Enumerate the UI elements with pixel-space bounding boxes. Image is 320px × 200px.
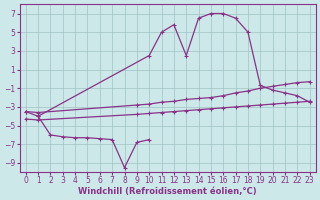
X-axis label: Windchill (Refroidissement éolien,°C): Windchill (Refroidissement éolien,°C) xyxy=(78,187,257,196)
